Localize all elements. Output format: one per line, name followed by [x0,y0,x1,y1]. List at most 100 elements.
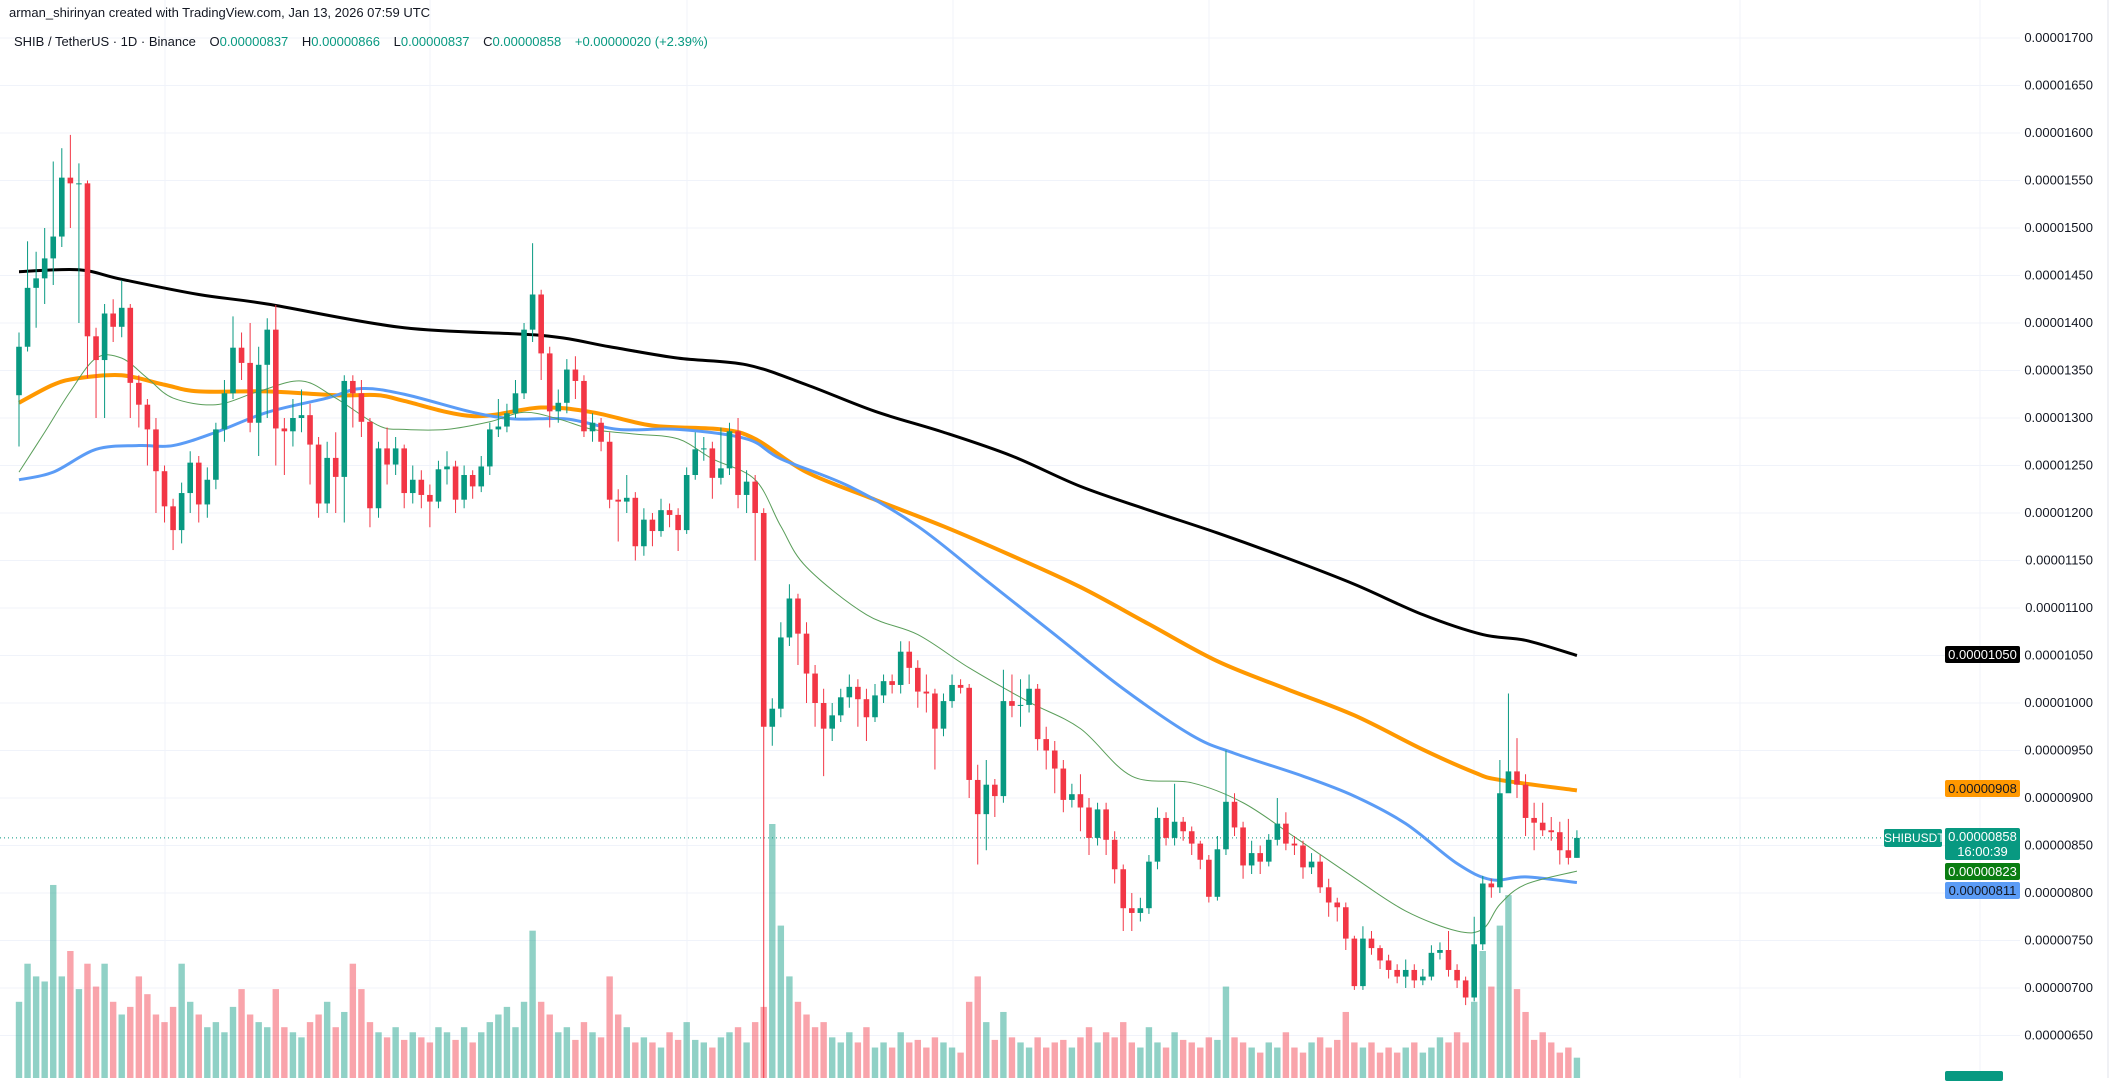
candle [1146,855,1152,914]
candle-body [1171,821,1178,838]
candle [1214,836,1221,901]
volume-bar [717,1037,725,1078]
candle-body [281,428,288,432]
candle [658,498,664,537]
volume-bar [1376,1052,1384,1078]
candle [906,641,913,684]
candle [1454,964,1460,988]
volume-bar [1137,1047,1144,1078]
volume-bar [306,1022,314,1078]
volume-bar [880,1042,887,1078]
candle-body [1505,771,1512,794]
candle-body [666,510,673,515]
candle-body [76,183,82,185]
candle-body [221,393,228,430]
candle-body [1034,688,1041,740]
candle-body [1069,794,1075,800]
price-axis-label: 0.00001700 [2024,30,2093,45]
volume-bar [512,1027,519,1078]
candle-body [136,382,142,405]
candle [1137,897,1144,922]
candle [709,441,716,499]
candle-body [923,691,930,694]
candle-body [350,380,356,394]
candle-body [855,686,861,700]
candle-body [84,183,91,337]
volume-bar [786,976,793,1078]
candle [795,593,801,665]
volume-bar [375,1032,382,1078]
volume-bar [298,1037,305,1078]
volume-bar [803,1014,810,1078]
candle-body [1462,980,1469,998]
volume-bar [906,1042,913,1078]
volume-bar [769,824,776,1078]
candle-body [829,715,835,729]
candle [1034,684,1041,751]
volume-bar [221,1032,228,1078]
symbol-legend: SHIB / TetherUS · 1D · Binance O0.000008… [14,34,718,49]
price-axis-label: 0.00001350 [2024,363,2093,378]
candle [803,622,810,703]
candle-body [238,347,245,363]
candle-body [701,448,707,450]
candle-body [324,457,330,504]
candle-body [546,353,553,412]
candle [1197,840,1204,870]
candle [1077,774,1084,832]
candle [889,674,895,694]
candle-body [1043,739,1049,751]
candle-body [572,369,579,381]
volume-bar [272,989,279,1078]
candle-body [1488,883,1495,888]
volume-bar [820,1022,827,1078]
price-axis-label: 0.00001050 [2024,648,2093,663]
candle [675,508,681,551]
candle-body [1223,801,1229,850]
candle [1488,878,1495,898]
candle [1385,954,1392,979]
candle-body [1111,839,1118,870]
candle [1231,793,1238,836]
candle-body [101,313,108,361]
volume-bar [1179,1039,1187,1078]
volume-bar [983,1022,990,1078]
volume-bar [195,1014,202,1078]
candle-body [1283,823,1289,844]
candle-body [1248,853,1255,866]
candle-body [1548,830,1555,833]
candle-body [461,475,467,500]
volume-bar [632,1042,639,1078]
volume-bar [1128,1042,1135,1078]
candle-body [1497,793,1503,888]
price-axis-label: 0.00000900 [2024,790,2093,805]
candle-body [1077,794,1084,808]
volume-bar [135,976,143,1078]
candle-body [718,468,724,478]
candle [932,688,938,770]
volume-bar [1085,1027,1093,1078]
volume-bar [238,989,245,1078]
high-label: H [301,34,312,49]
chart-grid [0,0,2020,1078]
candle [67,134,74,228]
candle-body [1514,771,1520,785]
close-value: 0.00000858 [492,34,562,49]
volume-bar [1239,1042,1247,1078]
candle [1060,760,1067,813]
candle [598,418,604,452]
candle-body [418,479,425,495]
price-axis[interactable]: 0.00001700 0.00001650 0.00001600 0.00001550… [2024,30,2093,1043]
candle [649,513,656,547]
candle-body [760,513,767,727]
candle-body [1360,938,1366,987]
candle [247,323,253,433]
candle [812,665,818,727]
candle-body [33,278,39,288]
candle-body [435,469,442,502]
candle [1300,840,1306,879]
candle-body [786,598,793,638]
volume-bar [109,1001,117,1078]
ma200-line [18,268,1578,657]
